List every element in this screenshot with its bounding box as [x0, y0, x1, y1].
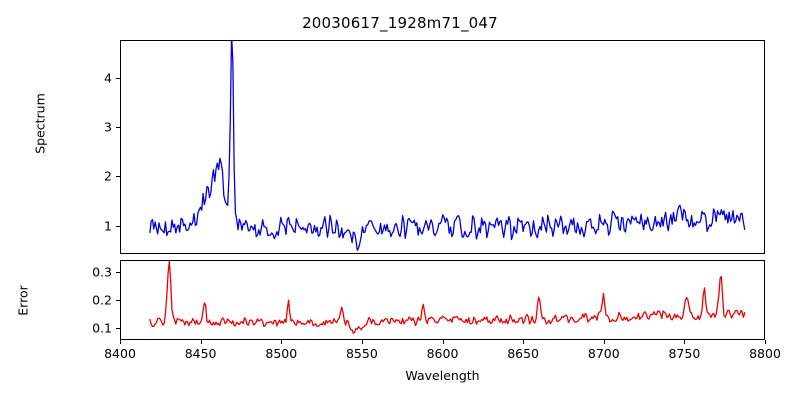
- spectrum-y-tick-label: 3: [104, 119, 112, 135]
- x-tick-mark: [603, 340, 605, 344]
- error-series: [149, 261, 746, 334]
- x-tick-mark: [684, 340, 686, 344]
- spectrum-trace: [149, 41, 746, 251]
- x-tick-label: 8550: [345, 346, 378, 361]
- error-y-tick-mark: [116, 272, 120, 274]
- x-tick-label: 8400: [104, 346, 136, 361]
- spectrum-y-tick-mark: [116, 225, 120, 227]
- x-tick-mark: [765, 340, 767, 344]
- x-tick-label: 8800: [749, 346, 781, 361]
- spectrum-y-axis-label: Spectrum: [32, 93, 48, 154]
- spectrum-y-tick-mark: [116, 127, 120, 129]
- spectrum-y-tick-mark: [116, 78, 120, 80]
- spectrum-series: [149, 41, 746, 251]
- x-tick-mark: [200, 340, 202, 344]
- spectrum-y-tick-label: 4: [104, 70, 112, 86]
- x-tick-mark: [120, 340, 122, 344]
- x-tick-label: 8650: [507, 346, 539, 361]
- x-tick-label: 8600: [426, 346, 459, 361]
- x-tick-mark: [361, 340, 363, 344]
- error-y-axis-label: Error: [15, 285, 31, 316]
- error-trace: [149, 261, 746, 334]
- spectrum-y-tick-label: 2: [104, 168, 112, 184]
- page-title: 20030617_1928m71_047: [302, 14, 498, 32]
- x-axis-label: Wavelength: [405, 368, 480, 383]
- error-y-tick-mark: [116, 300, 120, 302]
- x-tick-label: 8750: [668, 346, 701, 361]
- spectrum-y-tick-mark: [116, 176, 120, 178]
- error-y-tick-label: 0.1: [92, 320, 112, 336]
- error-y-tick-label: 0.2: [92, 292, 112, 308]
- spectrum-plot-area: [120, 40, 765, 254]
- x-tick-mark: [523, 340, 525, 344]
- error-plot-area: [120, 260, 765, 340]
- error-y-tick-mark: [116, 327, 120, 329]
- error-y-tick-label: 0.3: [92, 264, 112, 280]
- spectrum-y-tick-label: 1: [104, 218, 112, 233]
- x-tick-label: 8450: [184, 346, 217, 361]
- x-tick-label: 8500: [265, 346, 298, 361]
- x-tick-mark: [442, 340, 444, 344]
- x-tick-mark: [281, 340, 283, 344]
- x-tick-label: 8700: [587, 346, 620, 361]
